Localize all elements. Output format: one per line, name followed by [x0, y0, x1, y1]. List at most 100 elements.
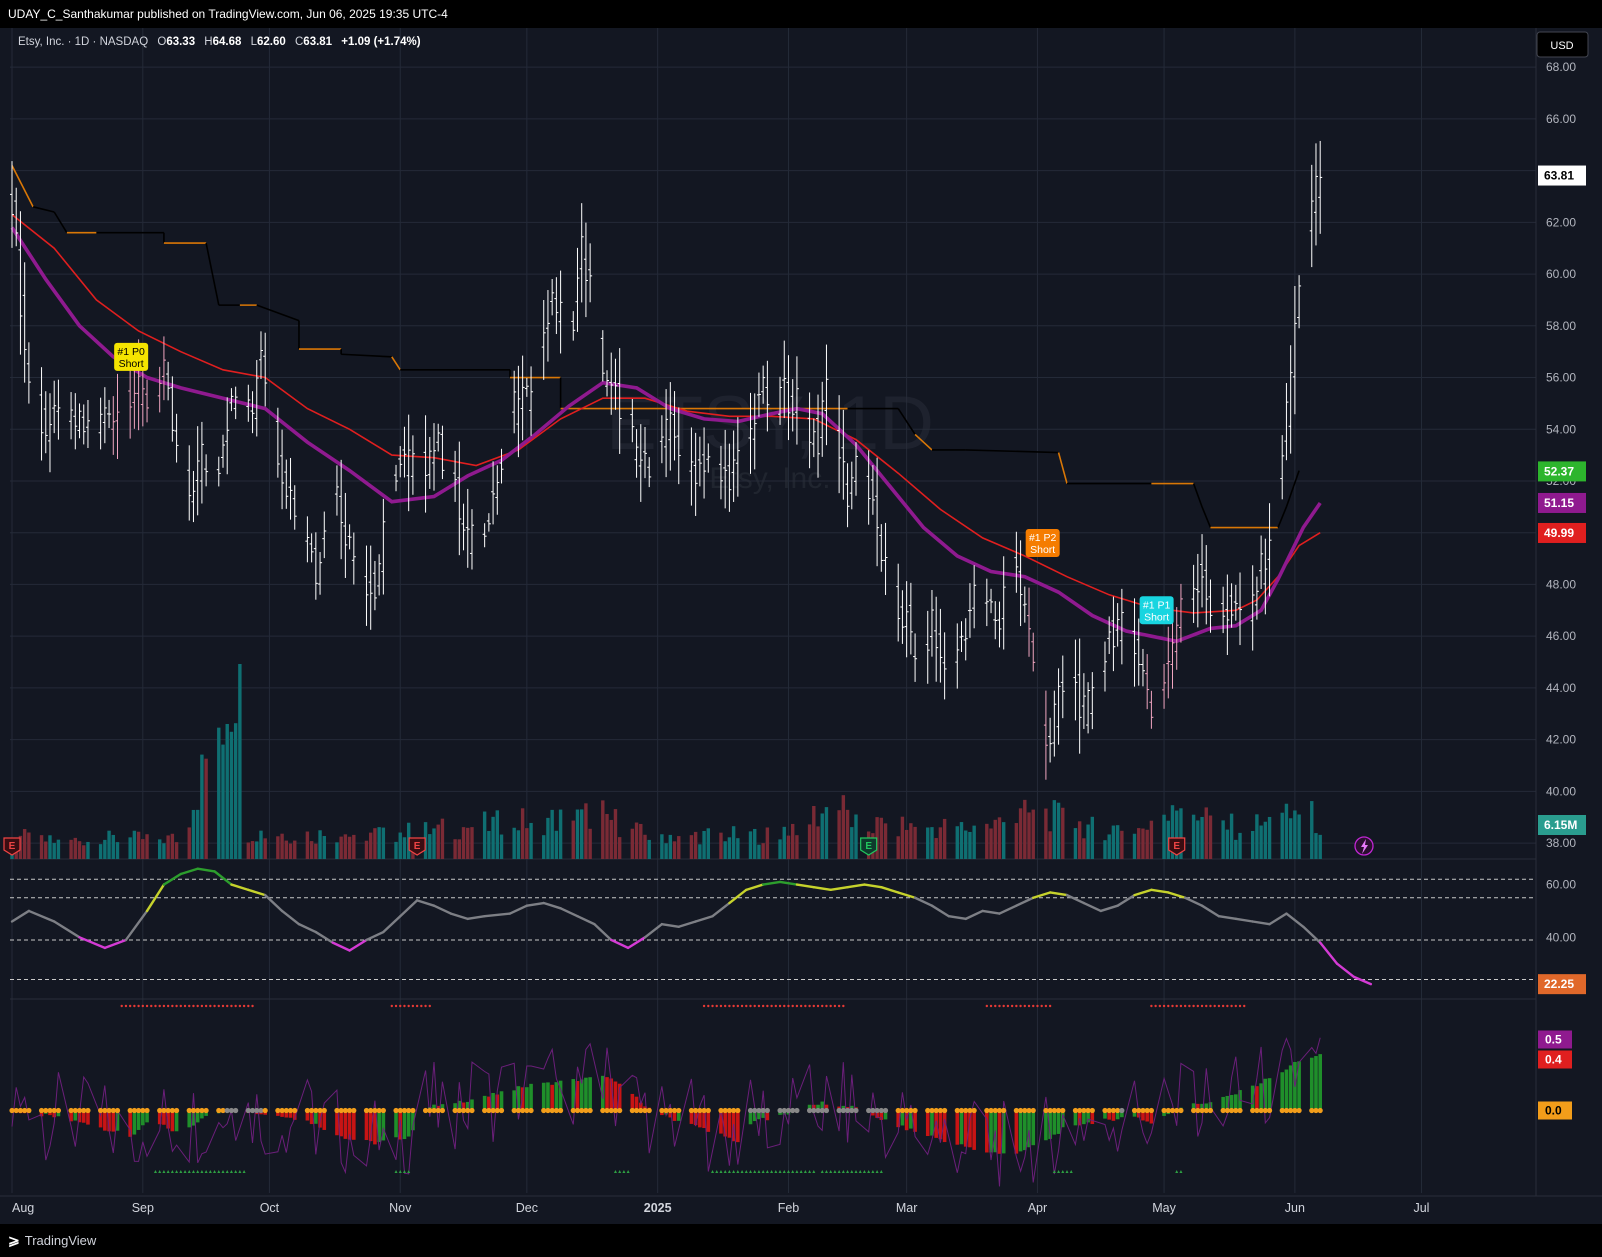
- zero-dot: [494, 1107, 500, 1114]
- ohlc-bar: [571, 311, 576, 341]
- volume-bar: [305, 831, 310, 859]
- volume-bar: [1141, 828, 1145, 859]
- sell-signal-dot: [989, 1004, 993, 1008]
- volume-bar: [727, 837, 732, 859]
- zero-dot: [1106, 1107, 1112, 1114]
- currency-button[interactable]: USD: [1536, 31, 1589, 58]
- sell-signal-dot: [1234, 1004, 1238, 1008]
- volume-bar: [934, 838, 938, 859]
- volume-bar: [955, 826, 959, 859]
- buy-signal-mark: [398, 1170, 402, 1173]
- zero-dot: [659, 1107, 665, 1114]
- volume-bar: [364, 840, 369, 859]
- volume-bar: [495, 810, 499, 859]
- legend-high-label: H: [204, 36, 212, 48]
- sell-signal-dot: [1002, 1004, 1005, 1008]
- zero-dot: [313, 1107, 319, 1114]
- volume-bar: [938, 827, 943, 859]
- volume-bar: [959, 822, 964, 859]
- sell-signal-dot: [799, 1004, 803, 1008]
- earnings-icon[interactable]: E: [1168, 837, 1186, 856]
- ohlc-bar: [145, 379, 150, 423]
- zero-dot: [937, 1107, 944, 1114]
- volume-bar: [930, 827, 934, 859]
- volume-bar: [343, 834, 348, 859]
- zero-dot: [1047, 1107, 1053, 1114]
- ohlc-bar: [972, 565, 977, 629]
- time-axis[interactable]: Aug Sep Oct Nov Dec 2025 Feb Mar Apr May Jun Jul: [0, 1195, 1602, 1224]
- lightning-icon[interactable]: [1354, 836, 1374, 856]
- histogram-bar: [487, 1096, 491, 1111]
- ohlc-bar: [140, 367, 145, 427]
- earnings-icon[interactable]: E: [408, 837, 426, 856]
- histogram-bar: [584, 1077, 588, 1111]
- histogram-bar: [748, 1110, 753, 1125]
- sell-signal-dot: [787, 1004, 790, 1008]
- volume-bar: [837, 810, 841, 859]
- zero-dot: [1119, 1107, 1125, 1114]
- ohlc-bar: [170, 376, 175, 442]
- zero-dot: [520, 1107, 526, 1114]
- volume-bar: [402, 837, 407, 859]
- rsi-segment: [10, 909, 31, 923]
- volume-bar: [284, 840, 288, 859]
- series-red-badge: 49.99: [1538, 522, 1586, 543]
- volume-bar: [369, 832, 373, 859]
- ohlc-bar: [191, 470, 196, 523]
- histogram-bar: [883, 1110, 888, 1120]
- buy-signal-mark: [402, 1170, 406, 1173]
- zero-dot: [233, 1107, 239, 1114]
- volume-bar: [158, 839, 162, 859]
- ohlc-bar: [351, 532, 356, 585]
- trailing-stop-segment: [391, 356, 401, 371]
- histogram-bar: [103, 1110, 107, 1131]
- histogram-bar: [381, 1110, 386, 1141]
- histogram-bar: [1288, 1065, 1293, 1111]
- zero-dot: [1136, 1107, 1142, 1114]
- volume-bar: [989, 828, 993, 859]
- rsi-segment: [1048, 891, 1069, 897]
- ohlc-bar: [824, 344, 829, 446]
- volume-bar: [195, 809, 200, 859]
- price-axis[interactable]: 38.0040.0042.0044.0046.0048.0050.0052.00…: [1535, 28, 1602, 1224]
- rsi-segment: [1234, 917, 1254, 923]
- rsi-segment: [1200, 904, 1221, 918]
- sell-signal-dot: [407, 1004, 410, 1008]
- zero-dot: [904, 1107, 910, 1114]
- ohlc-bar: [1140, 648, 1145, 687]
- earnings-icon[interactable]: E: [860, 837, 878, 856]
- ohlc-bar: [643, 427, 647, 479]
- zero-dot: [275, 1107, 281, 1114]
- price-tick-label: 48.00: [1546, 577, 1576, 591]
- ohlc-bar: [1001, 556, 1006, 650]
- tradingview-logo[interactable]: ⩾ TradingView: [8, 1232, 96, 1249]
- sell-signal-dot: [166, 1004, 170, 1008]
- rsi-segment: [930, 904, 951, 918]
- zero-dot: [633, 1107, 640, 1114]
- legend-low-label: L: [251, 36, 258, 48]
- histogram-bar: [482, 1095, 487, 1111]
- zero-dot: [1266, 1107, 1273, 1114]
- sell-signal-dot: [1179, 1004, 1183, 1008]
- price-badge-bg: [1538, 974, 1586, 995]
- sell-signal-dot: [1217, 1004, 1221, 1008]
- ohlc-bar: [731, 430, 736, 502]
- rsi-segment: [761, 880, 782, 886]
- volume-bar: [263, 838, 267, 859]
- zero-dot: [925, 1107, 931, 1114]
- zero-dot: [1102, 1107, 1108, 1114]
- histogram-bar: [1023, 1110, 1027, 1151]
- histogram-bar: [107, 1110, 111, 1132]
- sell-signal-dot: [753, 1004, 756, 1008]
- buy-signal-mark: [791, 1170, 795, 1173]
- marker-line-1: #1 P2: [1029, 532, 1057, 544]
- earnings-icon[interactable]: E: [3, 837, 21, 856]
- ohlc-bar: [166, 361, 171, 401]
- sell-signal-dot: [420, 1004, 423, 1008]
